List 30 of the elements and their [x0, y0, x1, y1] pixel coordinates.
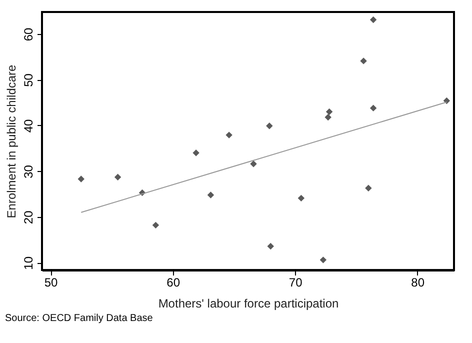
point	[114, 174, 122, 180]
y-tick-label: 10	[22, 256, 36, 270]
point	[78, 176, 84, 182]
x-tick-label: 80	[411, 276, 425, 290]
x-tick-label: 70	[288, 276, 303, 290]
point	[298, 194, 305, 202]
point	[326, 108, 333, 116]
point	[266, 122, 273, 130]
x-axis-title: Mothers' labour force participation	[158, 296, 339, 310]
y-tick-label: 40	[22, 118, 36, 133]
point	[320, 256, 327, 264]
point	[152, 222, 160, 229]
point	[267, 242, 274, 250]
y-tick-label: 30	[22, 164, 36, 178]
point	[370, 16, 377, 24]
y-axis-title: Enrolment in public childcare	[4, 64, 18, 218]
point	[226, 132, 232, 138]
point	[370, 104, 377, 112]
point	[250, 160, 257, 168]
point	[324, 114, 332, 121]
x-tick-label: 50	[44, 276, 58, 290]
point	[360, 58, 367, 64]
y-tick-label: 20	[22, 210, 36, 224]
y-tick-label: 60	[22, 27, 36, 42]
point	[365, 184, 372, 192]
y-tick-label: 50	[22, 73, 36, 87]
x-tick-label: 60	[166, 276, 180, 290]
point	[192, 150, 200, 156]
point	[207, 192, 214, 198]
source-note: Source: OECD Family Data Base	[5, 313, 154, 324]
